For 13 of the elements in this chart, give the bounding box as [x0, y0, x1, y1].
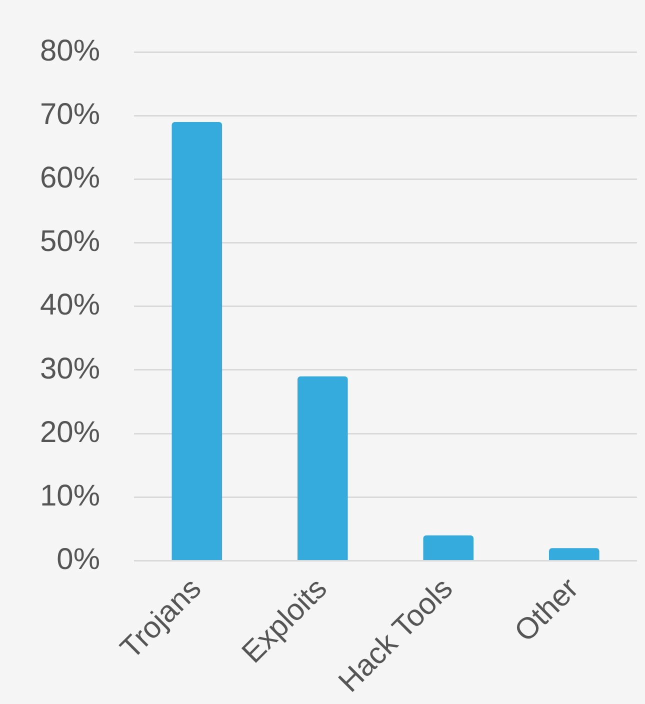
y-tick-label: 0%: [56, 543, 100, 576]
y-tick-label: 70%: [40, 98, 100, 131]
y-tick-label: 10%: [40, 479, 100, 512]
y-tick-label: 50%: [40, 225, 100, 258]
y-tick-label: 60%: [40, 161, 100, 194]
y-tick-label: 40%: [40, 288, 100, 322]
bar: [423, 535, 474, 560]
bar: [172, 122, 222, 560]
bar: [298, 376, 348, 560]
y-tick-label: 30%: [40, 352, 100, 386]
y-tick-label: 20%: [40, 416, 100, 449]
y-tick-label: 80%: [40, 34, 100, 68]
bar: [548, 548, 600, 560]
